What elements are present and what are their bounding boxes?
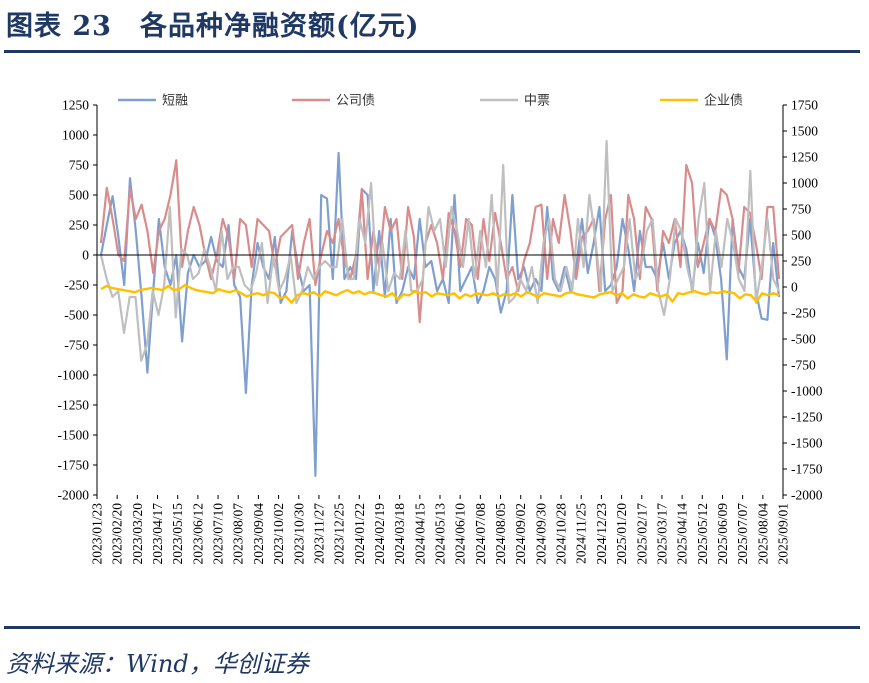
x-tick-label: 2023/07/10	[211, 503, 226, 565]
x-tick-label: 2025/04/14	[675, 503, 690, 565]
right-y-tick-label: 1500	[791, 124, 818, 139]
legend-label: 中票	[524, 94, 550, 109]
series-line-0	[99, 151, 781, 477]
right-y-tick-label: -750	[791, 358, 816, 373]
x-tick-label: 2023/08/07	[231, 503, 246, 565]
right-y-tick-label: 500	[791, 228, 812, 243]
x-tick-label: 2023/06/12	[190, 503, 205, 565]
x-tick-label: 2025/03/17	[654, 503, 669, 565]
left-y-tick-label: 0	[82, 248, 89, 263]
right-y-tick-label: -2000	[791, 488, 823, 503]
series-line-1	[99, 159, 781, 324]
left-y-tick-label: -1750	[58, 458, 90, 473]
x-tick-label: 2023/12/25	[332, 503, 347, 565]
x-tick-label: 2023/11/27	[311, 503, 326, 564]
legend: 短融 公司债 中票 企业债	[118, 93, 743, 109]
x-tick-label: 2023/01/23	[90, 503, 105, 565]
x-tick-label: 2025/02/17	[634, 503, 649, 565]
series-line-2	[99, 139, 780, 362]
x-tick-label: 2025/07/07	[735, 503, 750, 565]
x-tick-label: 2024/09/30	[533, 503, 548, 565]
source-note: 资料来源：Wind，华创证券	[6, 650, 309, 678]
legend-label: 短融	[162, 94, 188, 109]
x-tick-label: 2024/09/02	[513, 503, 528, 565]
left-y-tick-label: -2000	[58, 488, 90, 503]
right-y-tick-label: -1250	[791, 410, 823, 425]
x-tick-label: 2024/10/28	[554, 503, 569, 565]
left-y-tick-label: -1500	[58, 428, 90, 443]
right-y-tick-label: -250	[791, 306, 816, 321]
right-y-tick-label: -1000	[791, 384, 823, 399]
x-tick-label: 2025/01/20	[614, 503, 629, 565]
x-tick-label: 2025/06/09	[715, 503, 730, 565]
x-tick-label: 2023/05/15	[170, 503, 185, 565]
net-financing-chart: 1250 1000 750 500 250 0 -250 -500 -750 -1000 -1250…	[58, 93, 823, 565]
right-y-tick-label: 1250	[791, 150, 818, 165]
x-tick-label: 2024/11/25	[574, 503, 589, 564]
x-tick-label: 2023/10/02	[271, 503, 286, 565]
right-y-tick-label: -1750	[791, 462, 823, 477]
axes: 1250 1000 750 500 250 0 -250 -500 -750 -1000 -1250…	[58, 98, 823, 565]
series-line-3	[100, 283, 780, 304]
x-tick-label: 2023/02/20	[110, 503, 125, 565]
right-y-tick-label: 0	[791, 280, 798, 295]
left-y-tick-label: -1000	[58, 368, 90, 383]
left-y-tick-label: 250	[69, 218, 90, 233]
x-tick-label: 2024/03/18	[392, 503, 407, 565]
left-y-tick-label: 1000	[62, 128, 89, 143]
left-y-tick-label: 500	[69, 188, 90, 203]
x-tick-label: 2024/07/08	[473, 503, 488, 565]
x-tick-label: 2025/09/01	[776, 503, 791, 565]
figure-title: 图表 23 各品种净融资额(亿元)	[6, 11, 420, 42]
x-tick-label: 2024/01/22	[352, 503, 367, 565]
x-tick-label: 2023/04/17	[150, 503, 165, 565]
right-y-tick-label: 750	[791, 202, 812, 217]
right-y-tick-label: 1750	[791, 98, 818, 113]
left-y-tick-label: -750	[64, 338, 89, 353]
right-y-tick-label: 1000	[791, 176, 818, 191]
x-tick-label: 2023/03/20	[130, 503, 145, 565]
x-tick-label: 2024/04/15	[412, 503, 427, 565]
source-rule	[4, 626, 860, 629]
right-y-tick-label: -500	[791, 332, 816, 347]
left-y-tick-label: 1250	[62, 98, 89, 113]
left-y-tick-label: 750	[69, 158, 90, 173]
plot-lines	[99, 139, 781, 477]
left-y-tick-label: -1250	[58, 398, 90, 413]
x-tick-label: 2025/05/12	[695, 503, 710, 565]
x-tick-label: 2024/08/05	[493, 503, 508, 565]
x-tick-label: 2024/05/13	[433, 503, 448, 565]
x-tick-label: 2024/12/23	[594, 503, 609, 565]
left-y-tick-label: -500	[64, 308, 89, 323]
x-tick-label: 2024/02/19	[372, 503, 387, 565]
right-y-tick-label: 250	[791, 254, 812, 269]
legend-label: 企业债	[704, 93, 743, 109]
x-tick-label: 2023/09/04	[251, 503, 266, 565]
right-y-tick-label: -1500	[791, 436, 823, 451]
left-y-tick-label: -250	[64, 278, 89, 293]
x-tick-label: 2024/06/10	[453, 503, 468, 565]
title-rule	[4, 50, 860, 53]
x-tick-label: 2023/10/30	[291, 503, 306, 565]
x-tick-label: 2025/08/04	[755, 503, 770, 565]
legend-label: 公司债	[336, 94, 375, 109]
